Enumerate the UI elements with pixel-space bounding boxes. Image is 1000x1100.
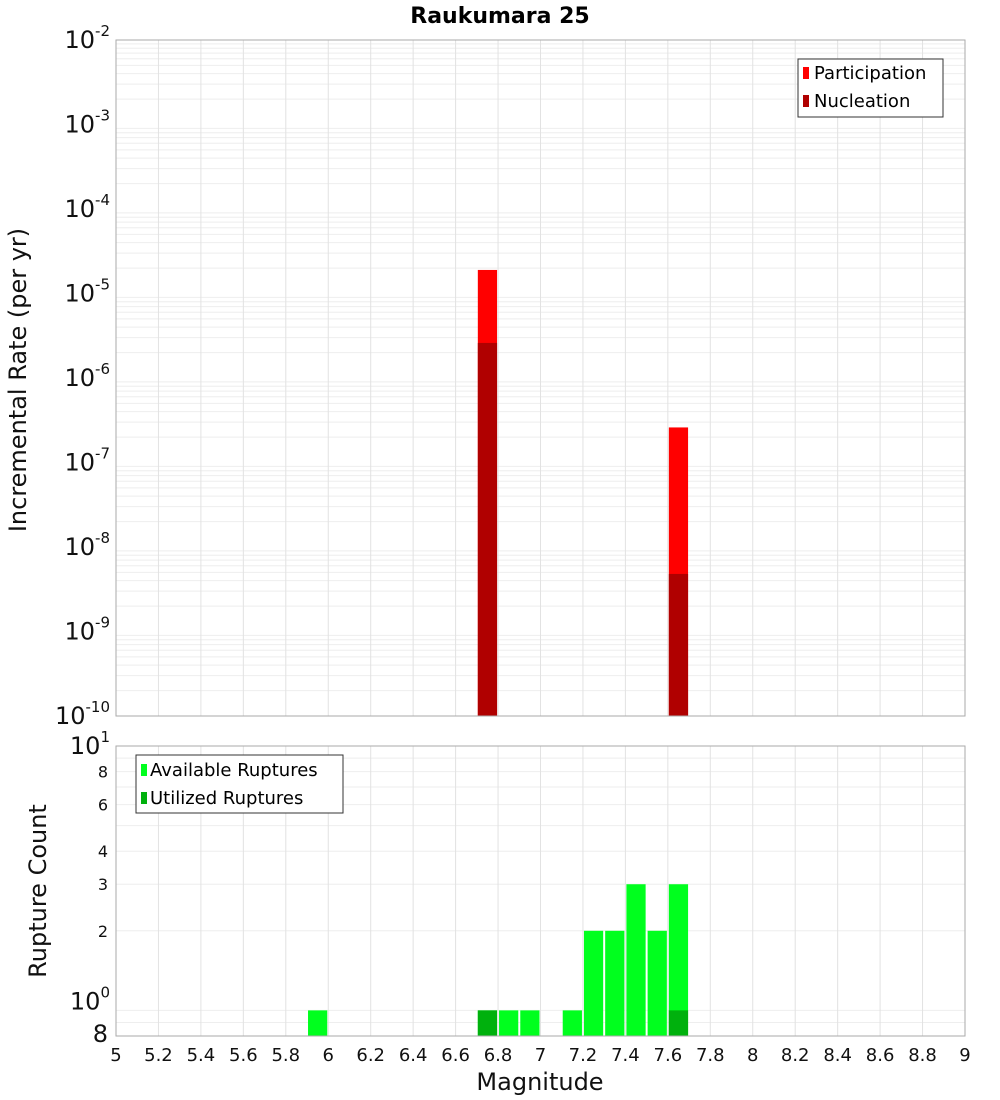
magnitude-x-tick-label: 6.8 [484, 1045, 513, 1066]
available-ruptures-bar [583, 930, 604, 1036]
count-y-minor-tick-label: 8 [98, 763, 108, 782]
magnitude-x-tick-label: 5 [110, 1045, 121, 1066]
available-ruptures-bar [626, 884, 646, 1036]
count-y-tick-label: 101 [70, 728, 110, 760]
legend-swatch [803, 67, 809, 79]
legend-label: Available Ruptures [150, 760, 318, 781]
rate-plot-frame [115, 39, 966, 717]
count-legend: Available Ruptures Utilized Ruptures [135, 754, 344, 814]
legend-swatch [141, 764, 147, 776]
magnitude-x-tick-label: 9 [959, 1045, 970, 1066]
count-bars [308, 884, 689, 1036]
rate-y-tick-label: 10-5 [64, 276, 110, 308]
legend-label: Utilized Ruptures [150, 788, 303, 809]
legend-swatch [141, 792, 147, 804]
available-ruptures-bar [520, 1010, 540, 1036]
magnitude-x-tick-label: 5.2 [144, 1045, 173, 1066]
magnitude-x-tick-label: 7.8 [696, 1045, 725, 1066]
legend-label: Nucleation [814, 91, 910, 112]
magnitude-x-tick-label: 7.4 [611, 1045, 640, 1066]
available-ruptures-bar [499, 1010, 519, 1036]
count-y-minor-tick-label: 8 [93, 1020, 108, 1048]
magnitude-x-tick-label: 8 [747, 1045, 758, 1066]
rate-y-ticks: 10-2 10-3 10-4 10-5 10-6 10-7 10-8 10-9 10-10 [55, 22, 110, 730]
count-panel: 101 100 8 6 4 3 2 8 5 5.2 5.4 5.6 5.8 6 6.2 6.4 6.6 6.8 7… [24, 728, 971, 1096]
count-y-minor-tick-label: 6 [98, 796, 108, 815]
rate-y-axis-label: Incremental Rate (per yr) [4, 228, 32, 532]
rate-grid [115, 40, 966, 716]
magnitude-x-tick-label: 6.2 [356, 1045, 385, 1066]
legend-label: Participation [814, 63, 926, 84]
count-y-ticks: 101 100 8 6 4 3 2 8 [70, 728, 110, 1048]
magnitude-x-tick-label: 6.6 [441, 1045, 470, 1066]
rate-legend-box [797, 58, 944, 118]
magnitude-x-tick-label: 7 [535, 1045, 546, 1066]
available-ruptures-bar [668, 884, 689, 1036]
available-ruptures-bar [308, 1010, 328, 1036]
rate-y-tick-label: 10-3 [64, 107, 110, 139]
utilized-ruptures-bar [477, 1010, 498, 1036]
magnitude-x-tick-label: 7.6 [654, 1045, 683, 1066]
available-ruptures-bar [647, 930, 667, 1036]
count-y-minor-tick-label: 3 [98, 875, 108, 894]
utilized-ruptures-bar [668, 1010, 689, 1036]
available-ruptures-bar [605, 930, 625, 1036]
rate-y-tick-label: 10-7 [64, 445, 110, 477]
count-y-minor-tick-label: 2 [98, 922, 108, 941]
rate-legend: Participation Nucleation [797, 58, 944, 118]
count-legend-box [135, 754, 344, 814]
rate-y-tick-label: 10-10 [55, 698, 110, 730]
magnitude-x-axis-label: Magnitude [476, 1068, 603, 1096]
rate-y-tick-label: 10-4 [64, 191, 110, 223]
magnitude-x-tick-label: 7.2 [569, 1045, 598, 1066]
magnitude-x-tick-label: 8.2 [781, 1045, 810, 1066]
rate-y-tick-label: 10-8 [64, 529, 110, 561]
count-y-minor-tick-label: 4 [98, 842, 108, 861]
rate-y-tick-label: 10-6 [64, 360, 110, 392]
nucleation-bar [477, 342, 498, 716]
magnitude-x-tick-label: 8.6 [866, 1045, 895, 1066]
rate-panel: 10-2 10-3 10-4 10-5 10-6 10-7 10-8 10-9 10-10 In… [4, 22, 966, 730]
available-ruptures-bar [562, 1010, 582, 1036]
count-plot-frame [115, 745, 966, 1037]
count-y-axis-label: Rupture Count [24, 804, 52, 978]
count-y-tick-label: 100 [70, 983, 110, 1015]
rate-bars [477, 269, 689, 716]
legend-swatch [803, 95, 809, 107]
magnitude-x-tick-label: 8.8 [908, 1045, 937, 1066]
magnitude-x-tick-label: 5.8 [271, 1045, 300, 1066]
rate-y-tick-label: 10-9 [64, 614, 110, 646]
magnitude-x-tick-label: 5.6 [229, 1045, 258, 1066]
nucleation-bar [668, 573, 689, 716]
magnitude-x-tick-label: 6 [323, 1045, 334, 1066]
magnitude-x-tick-label: 8.4 [823, 1045, 852, 1066]
magnitude-x-tick-label: 5.4 [187, 1045, 216, 1066]
magnitude-x-tick-label: 6.4 [399, 1045, 428, 1066]
chart-title: Raukumara 25 [410, 4, 589, 29]
rate-y-tick-label: 10-2 [64, 22, 110, 54]
magnitude-x-ticks: 5 5.2 5.4 5.6 5.8 6 6.2 6.4 6.6 6.8 7 7.2 7.4 7.6 7.8 8… [110, 1045, 970, 1066]
